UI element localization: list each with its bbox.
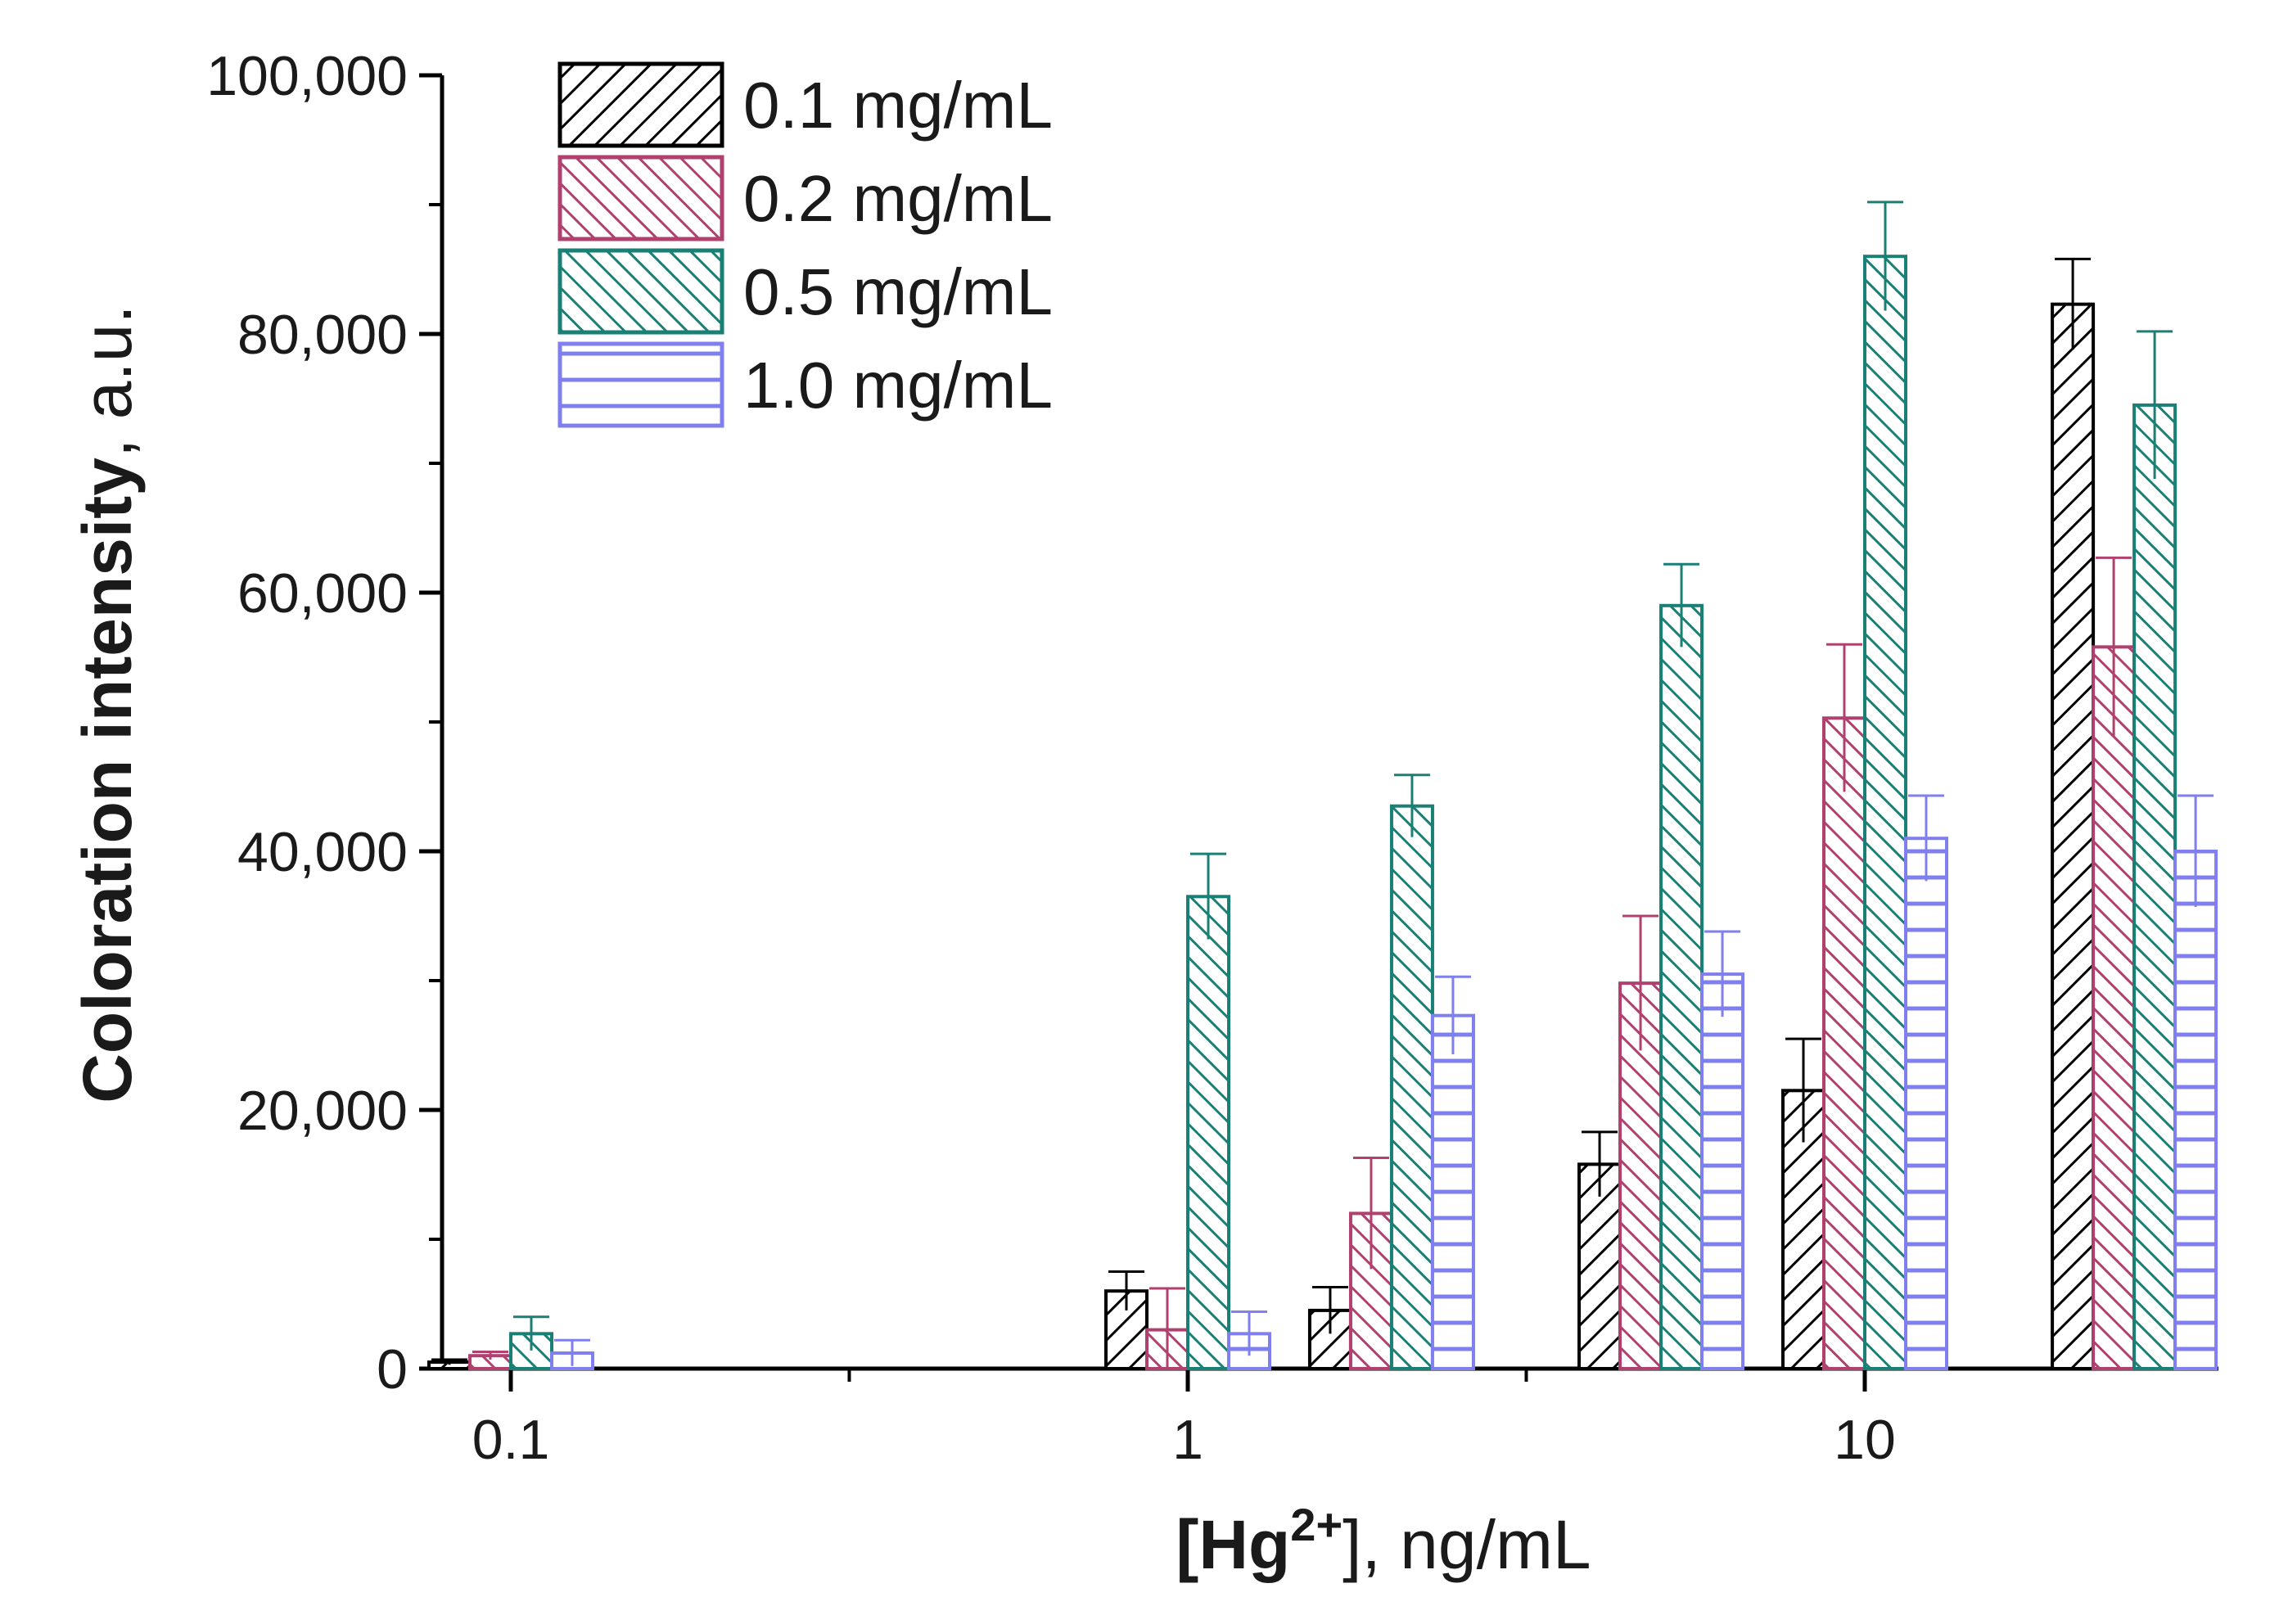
legend-swatch bbox=[557, 155, 724, 241]
axes-layer: 0 20,000 40,000 60,000 80,000 100,000 0.1 1 10 bbox=[206, 45, 2218, 1471]
bar-0-5-mg-ml bbox=[1659, 603, 1704, 1370]
bar-1-0-mg-ml bbox=[1700, 972, 1745, 1370]
x-tick-label: 1 bbox=[1172, 1409, 1203, 1471]
y-tick-label: 20,000 bbox=[237, 1080, 408, 1142]
legend-swatch bbox=[557, 61, 724, 148]
legend-label: 1.0 mg/mL bbox=[743, 349, 1053, 422]
legend-label: 0.2 mg/mL bbox=[743, 162, 1053, 235]
legend: 0.1 mg/mL 0.2 mg/mL 0.5 mg/mL 1.0 mg/mL bbox=[557, 61, 1053, 428]
legend-label: 0.5 mg/mL bbox=[743, 255, 1053, 328]
x-axis-title-suffix: ], ng/mL bbox=[1343, 1506, 1591, 1583]
bar-1-0-mg-ml bbox=[2173, 850, 2218, 1370]
bar-0-5-mg-ml bbox=[1186, 895, 1230, 1371]
legend-swatch bbox=[557, 341, 724, 428]
x-tick-label: 0.1 bbox=[472, 1409, 550, 1471]
x-axis-title-main: [Hg bbox=[1176, 1506, 1290, 1583]
bar-0-1-mg-ml bbox=[2051, 302, 2096, 1370]
x-axis-title-superscript: 2+ bbox=[1290, 1499, 1343, 1550]
y-tick-label: 80,000 bbox=[237, 304, 408, 366]
y-tick-label: 60,000 bbox=[237, 562, 408, 625]
x-tick-label: 10 bbox=[1834, 1409, 1896, 1471]
bar-0-2-mg-ml bbox=[1822, 716, 1866, 1370]
bars-layer bbox=[427, 201, 2218, 1371]
legend-label: 0.1 mg/mL bbox=[743, 69, 1053, 142]
bar-0-5-mg-ml bbox=[2132, 403, 2177, 1370]
y-axis-title-suffix: , a.u. bbox=[69, 304, 146, 458]
bar-1-0-mg-ml bbox=[1430, 1013, 1475, 1371]
bar-1-0-mg-ml bbox=[1904, 837, 1948, 1370]
x-axis-title: [Hg2+], ng/mL bbox=[1176, 1499, 1591, 1583]
y-tick-label: 40,000 bbox=[237, 821, 408, 883]
bar-0-5-mg-ml bbox=[1389, 804, 1434, 1370]
y-tick-label: 0 bbox=[377, 1338, 408, 1401]
bar-1-0-mg-ml bbox=[1227, 1332, 1271, 1370]
y-tick-label: 100,000 bbox=[206, 45, 408, 107]
y-axis-title: Coloration intensity, a.u. bbox=[69, 304, 146, 1103]
legend-swatch bbox=[557, 248, 724, 335]
bar-0-2-mg-ml bbox=[2092, 645, 2137, 1370]
bar-0-5-mg-ml bbox=[1863, 255, 1907, 1371]
y-axis-title-main: Coloration intensity bbox=[69, 458, 146, 1103]
